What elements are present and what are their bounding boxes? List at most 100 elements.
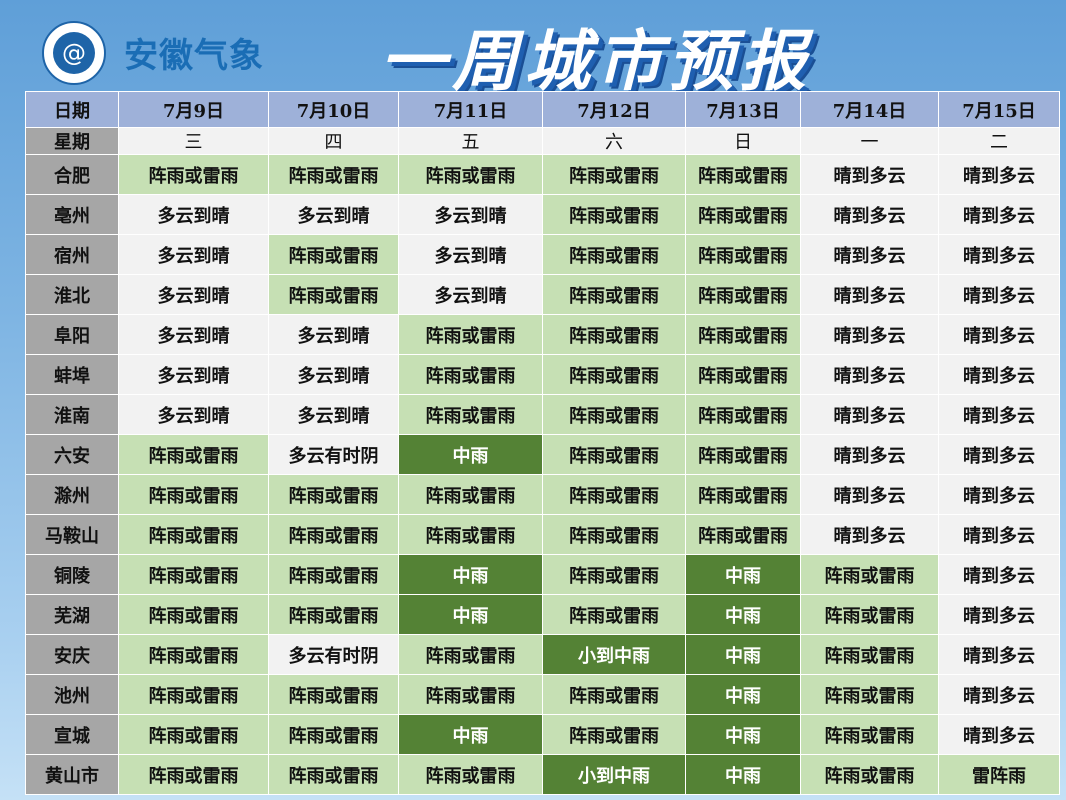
forecast-cell: 阵雨或雷雨 xyxy=(118,154,269,195)
forecast-cell: 阵雨或雷雨 xyxy=(268,274,399,315)
forecast-cell: 阵雨或雷雨 xyxy=(542,394,686,435)
forecast-cell: 阵雨或雷雨 xyxy=(398,634,543,675)
date-header: 7月13日 xyxy=(685,91,801,128)
forecast-cell: 阵雨或雷雨 xyxy=(542,474,686,515)
table-row: 蚌埠 多云到晴 多云到晴 阵雨或雷雨 阵雨或雷雨 阵雨或雷雨 晴到多云 晴到多云 xyxy=(25,354,1060,395)
table-row: 六安 阵雨或雷雨 多云有时阴 中雨 阵雨或雷雨 阵雨或雷雨 晴到多云 晴到多云 xyxy=(25,434,1060,475)
forecast-cell: 晴到多云 xyxy=(938,154,1060,195)
forecast-cell: 多云到晴 xyxy=(118,194,269,235)
forecast-cell: 中雨 xyxy=(398,434,543,475)
table-row: 宣城 阵雨或雷雨 阵雨或雷雨 中雨 阵雨或雷雨 中雨 阵雨或雷雨 晴到多云 xyxy=(25,714,1060,755)
forecast-cell: 雷阵雨 xyxy=(938,754,1060,795)
forecast-cell: 晴到多云 xyxy=(938,714,1060,755)
city-name: 亳州 xyxy=(25,194,119,235)
city-name: 宿州 xyxy=(25,234,119,275)
table-row: 马鞍山 阵雨或雷雨 阵雨或雷雨 阵雨或雷雨 阵雨或雷雨 阵雨或雷雨 晴到多云 晴到多云 xyxy=(25,514,1060,555)
city-name: 池州 xyxy=(25,674,119,715)
forecast-cell: 阵雨或雷雨 xyxy=(118,594,269,635)
forecast-cell: 阵雨或雷雨 xyxy=(118,754,269,795)
weekday-cell: 四 xyxy=(268,127,399,155)
forecast-cell: 阵雨或雷雨 xyxy=(398,754,543,795)
forecast-cell: 阵雨或雷雨 xyxy=(118,554,269,595)
weekday-cell: 一 xyxy=(800,127,939,155)
forecast-cell: 多云到晴 xyxy=(118,354,269,395)
forecast-cell: 阵雨或雷雨 xyxy=(398,154,543,195)
city-name: 马鞍山 xyxy=(25,514,119,555)
weekday-cell: 二 xyxy=(938,127,1060,155)
forecast-cell: 多云到晴 xyxy=(268,194,399,235)
forecast-cell: 晴到多云 xyxy=(800,274,939,315)
forecast-cell: 多云到晴 xyxy=(398,194,543,235)
forecast-cell: 阵雨或雷雨 xyxy=(800,594,939,635)
forecast-cell: 阵雨或雷雨 xyxy=(398,474,543,515)
forecast-cell: 多云到晴 xyxy=(118,394,269,435)
table-row: 淮南 多云到晴 多云到晴 阵雨或雷雨 阵雨或雷雨 阵雨或雷雨 晴到多云 晴到多云 xyxy=(25,394,1060,435)
forecast-cell: 中雨 xyxy=(685,594,801,635)
city-name: 阜阳 xyxy=(25,314,119,355)
forecast-cell: 晴到多云 xyxy=(938,194,1060,235)
table-row: 宿州 多云到晴 阵雨或雷雨 多云到晴 阵雨或雷雨 阵雨或雷雨 晴到多云 晴到多云 xyxy=(25,234,1060,275)
forecast-cell: 多云到晴 xyxy=(118,314,269,355)
forecast-cell: 晴到多云 xyxy=(800,514,939,555)
forecast-cell: 阵雨或雷雨 xyxy=(685,514,801,555)
forecast-cell: 中雨 xyxy=(398,554,543,595)
forecast-cell: 晴到多云 xyxy=(938,554,1060,595)
city-name: 六安 xyxy=(25,434,119,475)
forecast-cell: 阵雨或雷雨 xyxy=(542,234,686,275)
table-row: 合肥 阵雨或雷雨 阵雨或雷雨 阵雨或雷雨 阵雨或雷雨 阵雨或雷雨 晴到多云 晴到多云 xyxy=(25,154,1060,195)
forecast-cell: 多云到晴 xyxy=(118,274,269,315)
forecast-cell: 晴到多云 xyxy=(800,154,939,195)
forecast-cell: 晴到多云 xyxy=(800,394,939,435)
forecast-cell: 晴到多云 xyxy=(938,274,1060,315)
forecast-cell: 阵雨或雷雨 xyxy=(268,554,399,595)
forecast-cell: 晴到多云 xyxy=(800,354,939,395)
forecast-cell: 阵雨或雷雨 xyxy=(542,314,686,355)
page-title: 一周城市预报 xyxy=(380,22,812,100)
forecast-cell: 阵雨或雷雨 xyxy=(268,474,399,515)
forecast-cell: 小到中雨 xyxy=(542,754,686,795)
forecast-cell: 阵雨或雷雨 xyxy=(542,194,686,235)
forecast-cell: 阵雨或雷雨 xyxy=(800,634,939,675)
forecast-cell: 阵雨或雷雨 xyxy=(542,554,686,595)
forecast-cell: 中雨 xyxy=(685,634,801,675)
forecast-cell: 阵雨或雷雨 xyxy=(800,674,939,715)
city-name: 芜湖 xyxy=(25,594,119,635)
city-name: 合肥 xyxy=(25,154,119,195)
table-row: 池州 阵雨或雷雨 阵雨或雷雨 阵雨或雷雨 阵雨或雷雨 中雨 阵雨或雷雨 晴到多云 xyxy=(25,674,1060,715)
forecast-cell: 阵雨或雷雨 xyxy=(685,314,801,355)
forecast-cell: 晴到多云 xyxy=(938,474,1060,515)
forecast-cell: 阵雨或雷雨 xyxy=(685,154,801,195)
forecast-cell: 晴到多云 xyxy=(938,514,1060,555)
city-name: 蚌埠 xyxy=(25,354,119,395)
forecast-cell: 阵雨或雷雨 xyxy=(800,754,939,795)
table-row: 淮北 多云到晴 阵雨或雷雨 多云到晴 阵雨或雷雨 阵雨或雷雨 晴到多云 晴到多云 xyxy=(25,274,1060,315)
forecast-cell: 晴到多云 xyxy=(800,234,939,275)
forecast-cell: 阵雨或雷雨 xyxy=(398,354,543,395)
forecast-cell: 阵雨或雷雨 xyxy=(542,434,686,475)
weekday-cell: 五 xyxy=(398,127,543,155)
date-label: 日期 xyxy=(25,91,119,128)
forecast-cell: 阵雨或雷雨 xyxy=(118,634,269,675)
forecast-cell: 中雨 xyxy=(685,554,801,595)
forecast-cell: 晴到多云 xyxy=(938,434,1060,475)
city-name: 黄山市 xyxy=(25,754,119,795)
weekday-cell: 日 xyxy=(685,127,801,155)
weekday-cell: 六 xyxy=(542,127,686,155)
forecast-cell: 多云到晴 xyxy=(268,314,399,355)
forecast-cell: 多云有时阴 xyxy=(268,634,399,675)
forecast-cell: 多云到晴 xyxy=(268,354,399,395)
forecast-cell: 阵雨或雷雨 xyxy=(685,234,801,275)
forecast-cell: 小到中雨 xyxy=(542,634,686,675)
forecast-cell: 阵雨或雷雨 xyxy=(685,194,801,235)
forecast-cell: 阵雨或雷雨 xyxy=(542,514,686,555)
forecast-cell: 阵雨或雷雨 xyxy=(398,394,543,435)
forecast-cell: 阵雨或雷雨 xyxy=(542,274,686,315)
forecast-cell: 阵雨或雷雨 xyxy=(398,674,543,715)
forecast-cell: 阵雨或雷雨 xyxy=(268,514,399,555)
city-name: 滁州 xyxy=(25,474,119,515)
table-row: 铜陵 阵雨或雷雨 阵雨或雷雨 中雨 阵雨或雷雨 中雨 阵雨或雷雨 晴到多云 xyxy=(25,554,1060,595)
forecast-cell: 中雨 xyxy=(685,754,801,795)
forecast-cell: 阵雨或雷雨 xyxy=(268,754,399,795)
forecast-cell: 阵雨或雷雨 xyxy=(118,474,269,515)
forecast-cell: 多云到晴 xyxy=(268,394,399,435)
